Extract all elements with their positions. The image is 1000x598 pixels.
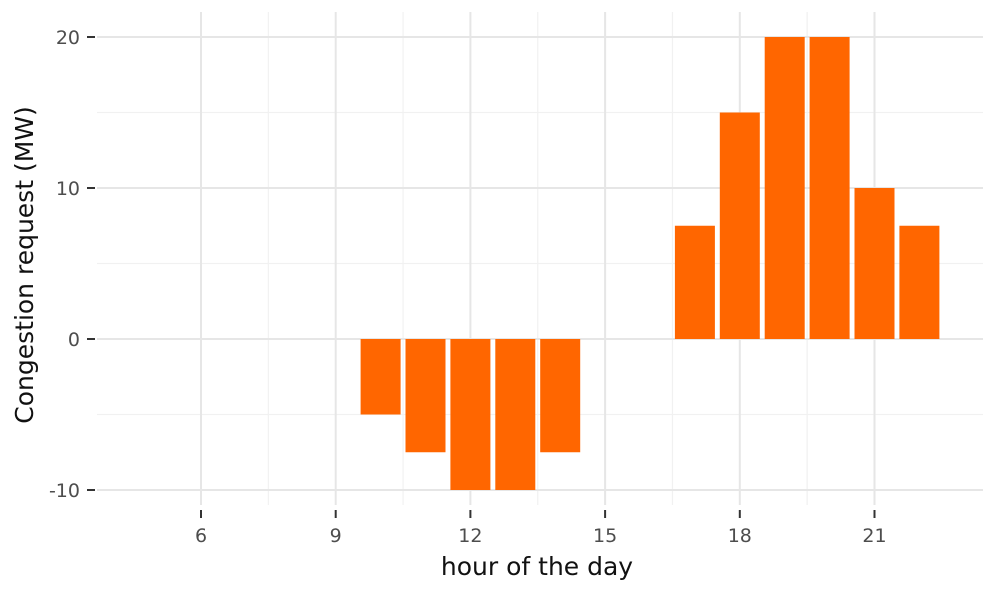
- x-tick-label: 15: [593, 525, 617, 547]
- bar: [495, 339, 536, 490]
- bar: [540, 339, 581, 453]
- bar: [899, 225, 940, 339]
- x-tick-label: 18: [728, 525, 752, 547]
- bar: [360, 339, 401, 415]
- x-tick-label: 12: [458, 525, 482, 547]
- bar: [764, 37, 805, 339]
- bar: [450, 339, 491, 490]
- bar: [674, 225, 715, 339]
- bar: [809, 37, 850, 339]
- y-tick-label: 10: [56, 178, 80, 200]
- bar: [854, 188, 895, 339]
- bars: [360, 37, 940, 490]
- grid: [97, 12, 983, 505]
- bar: [405, 339, 446, 453]
- x-axis-title: hour of the day: [441, 552, 633, 581]
- y-tick-label: 20: [56, 27, 80, 49]
- x-tick-label: 6: [195, 525, 207, 547]
- bar: [719, 112, 760, 339]
- x-tick-label: 21: [862, 525, 886, 547]
- y-axis: -10 0 10 20: [49, 27, 95, 502]
- y-tick-label: 0: [68, 329, 80, 351]
- y-tick-label: -10: [49, 480, 80, 502]
- x-axis: 6 9 12 15 18 21: [195, 510, 887, 547]
- y-axis-title: Congestion request (MW): [10, 106, 39, 423]
- x-tick-label: 9: [330, 525, 342, 547]
